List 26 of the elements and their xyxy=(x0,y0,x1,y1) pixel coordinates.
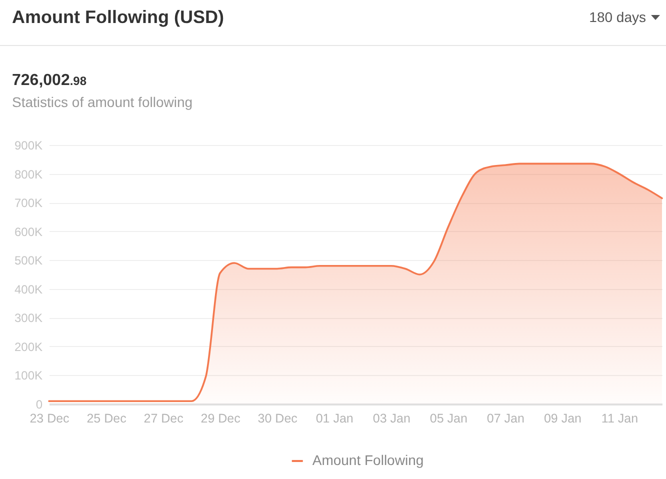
x-tick-label: 11 Jan xyxy=(601,412,638,426)
x-tick-label: 03 Jan xyxy=(372,412,410,426)
x-tick-label: 30 Dec xyxy=(258,412,298,426)
x-tick-label: 25 Dec xyxy=(86,412,126,426)
x-tick-label: 05 Jan xyxy=(430,412,468,426)
y-tick-label: 600K xyxy=(14,224,42,239)
y-tick-label: 700K xyxy=(14,196,42,210)
y-tick-label: 200K xyxy=(14,340,42,354)
text: 180 days xyxy=(589,8,646,26)
legend-label: Amount Following xyxy=(312,452,424,468)
y-tick-label: 800K xyxy=(14,167,42,182)
y-tick-label: 900K xyxy=(14,138,42,152)
x-tick-label: 09 Jan xyxy=(544,412,582,426)
y-tick-label: 500K xyxy=(14,254,42,268)
x-tick-label: 27 Dec xyxy=(144,412,184,426)
chart-title: Amount Following (USD) xyxy=(12,6,224,28)
x-tick-label: 29 Dec xyxy=(200,412,240,426)
x-tick-label: 01 Jan xyxy=(316,412,354,426)
y-tick-label: 0 xyxy=(36,398,43,412)
y-tick-label: 100K xyxy=(14,368,42,383)
x-tick-label: 07 Jan xyxy=(486,412,524,426)
chart-subtitle: Statistics of amount following xyxy=(12,93,193,111)
y-tick-label: 300K xyxy=(14,311,42,326)
text: 726,002.98 xyxy=(12,72,87,89)
y-tick-label: 400K xyxy=(14,282,42,296)
x-tick-label: 23 Dec xyxy=(30,412,70,426)
